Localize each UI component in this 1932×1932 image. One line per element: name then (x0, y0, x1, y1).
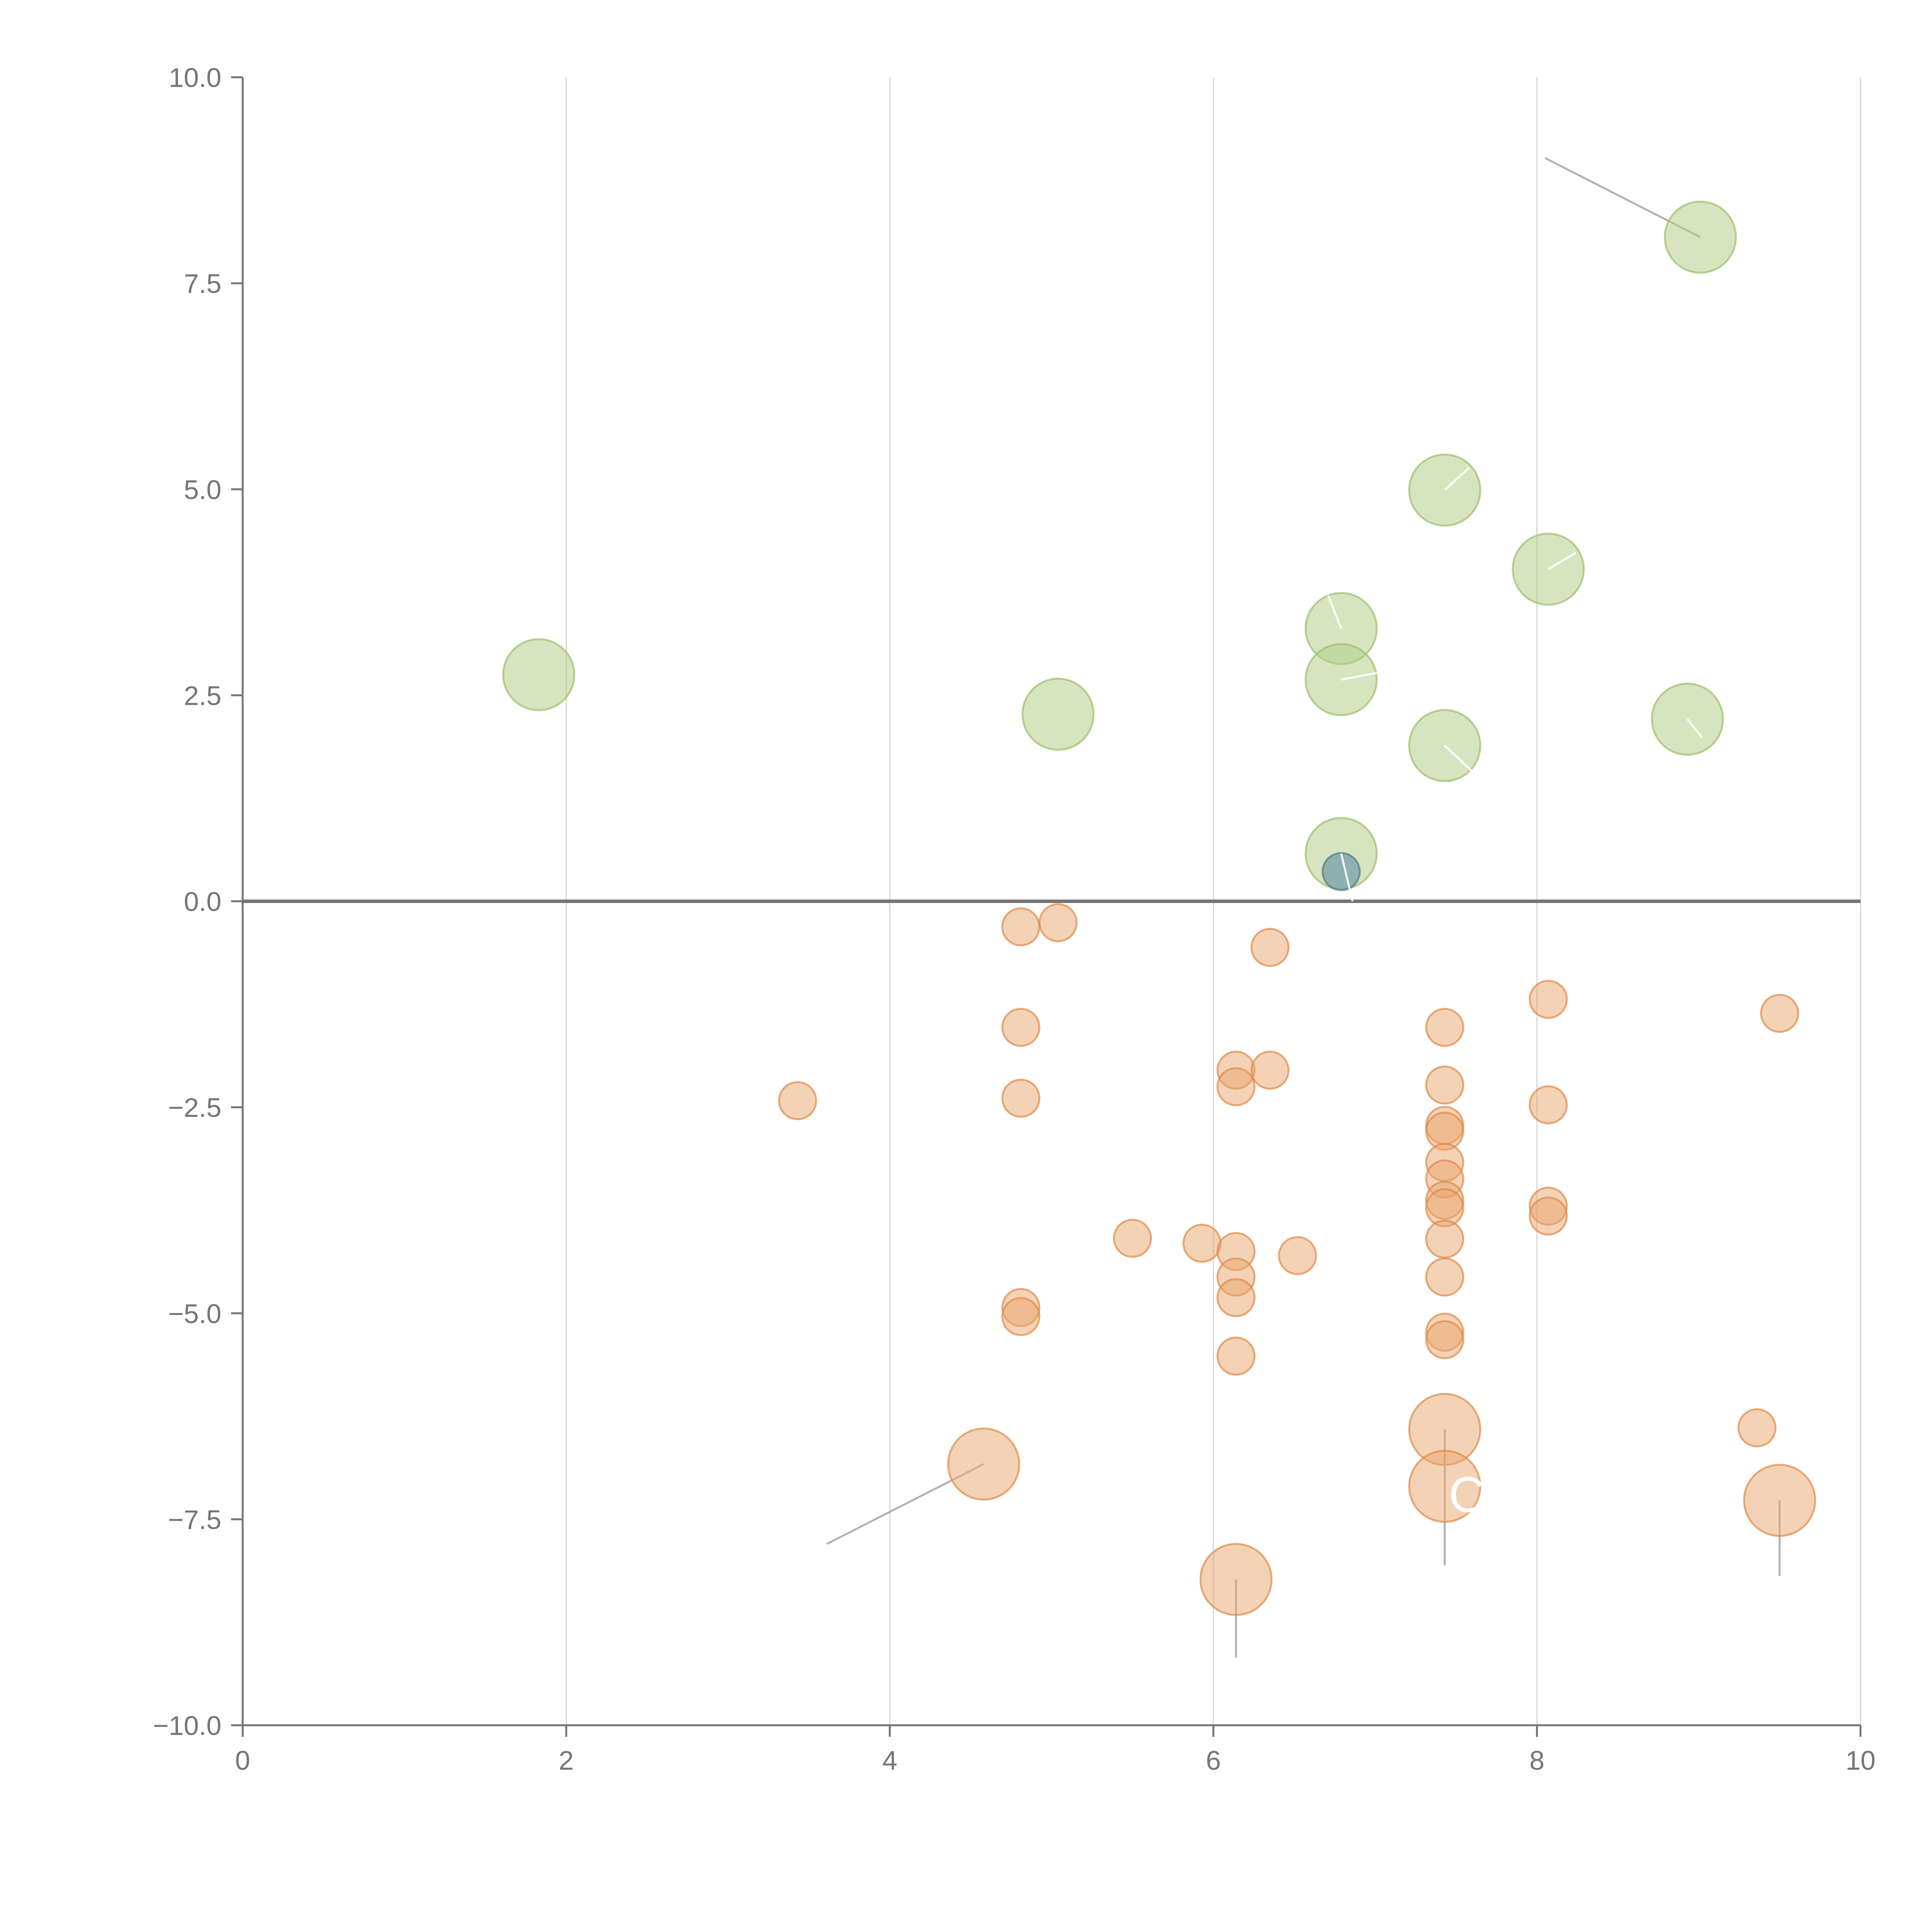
bubble-negative-29 (1425, 1320, 1464, 1359)
bubble-negative-17 (1278, 1236, 1317, 1275)
y-tick-label-7: −7.5 (168, 1505, 221, 1535)
bubble-negative-5 (1001, 1297, 1041, 1336)
x-tick-label-4: 8 (1529, 1745, 1544, 1776)
bubble-highlight-0 (1321, 852, 1361, 891)
bubble-negative-33 (1529, 1196, 1568, 1236)
annotation-0: C (1449, 1466, 1485, 1523)
y-tick-label-6: −5.0 (168, 1299, 221, 1329)
x-tick-label-2: 4 (882, 1745, 897, 1776)
bubble-negative-0 (778, 1081, 817, 1121)
leader-line-8 (1341, 670, 1385, 681)
leader-line-9 (1444, 745, 1476, 775)
bubble-negative-7 (1113, 1219, 1152, 1258)
bubble-negative-18 (1425, 1008, 1464, 1047)
y-tick-label-5: −2.5 (168, 1093, 221, 1123)
y-tick-label-2: 5.0 (184, 474, 221, 505)
bubble-positive-0 (502, 638, 575, 711)
leader-line-5 (1444, 467, 1470, 491)
x-tick-label-3: 6 (1206, 1745, 1221, 1776)
x-tick-label-1: 2 (559, 1745, 574, 1776)
bubble-negative-39 (1408, 1450, 1481, 1523)
bubble-negative-3 (1001, 1078, 1041, 1118)
bubble-negative-10 (1216, 1067, 1256, 1106)
bubble-positive-9 (1663, 201, 1737, 274)
bubble-negative-13 (1216, 1278, 1256, 1317)
bubble-negative-14 (1216, 1337, 1256, 1376)
leader-line-7 (1327, 595, 1342, 629)
bubble-negative-26 (1425, 1219, 1464, 1259)
x-tick-label-0: 0 (235, 1745, 250, 1776)
bubbles (502, 201, 1816, 1616)
bubble-negative-31 (1529, 1085, 1568, 1124)
annotations: C (1449, 1466, 1485, 1523)
leader-line-11 (1340, 853, 1354, 902)
bubble-positive-1 (1021, 677, 1095, 751)
leader-line-6 (1548, 552, 1577, 570)
axes: 10.0 7.5 5.0 2.5 0.0 −2.5 −5.0 −7.5 −10.0 0 2 4 6 8 10 (153, 63, 1876, 1776)
x-tick-label-5: 10 (1845, 1745, 1876, 1776)
bubble-negative-16 (1250, 1051, 1290, 1090)
bubble-negative-2 (1001, 1008, 1041, 1047)
y-tick-label-4: 0.0 (184, 887, 221, 917)
y-tick-label-3: 2.5 (184, 680, 221, 711)
bubble-negative-40 (1743, 1464, 1816, 1537)
bubble-negative-34 (1737, 1408, 1777, 1447)
bubble-negative-1 (1001, 907, 1041, 947)
y-tick-label-0: 10.0 (169, 63, 221, 93)
bubble-negative-19 (1425, 1065, 1464, 1105)
bubble-negative-35 (1760, 994, 1799, 1033)
y-tick-label-1: 7.5 (184, 269, 221, 299)
bubble-negative-30 (1529, 980, 1568, 1019)
bubble-negative-15 (1250, 928, 1290, 967)
y-tick-label-8: −10.0 (153, 1711, 221, 1741)
bubble-negative-27 (1425, 1257, 1464, 1297)
bubble-negative-8 (1182, 1223, 1222, 1263)
leader-line-10 (1687, 718, 1703, 738)
bubble-negative-6 (1038, 903, 1078, 942)
bubble-negative-36 (947, 1427, 1020, 1501)
bubble-negative-37 (1199, 1543, 1273, 1616)
